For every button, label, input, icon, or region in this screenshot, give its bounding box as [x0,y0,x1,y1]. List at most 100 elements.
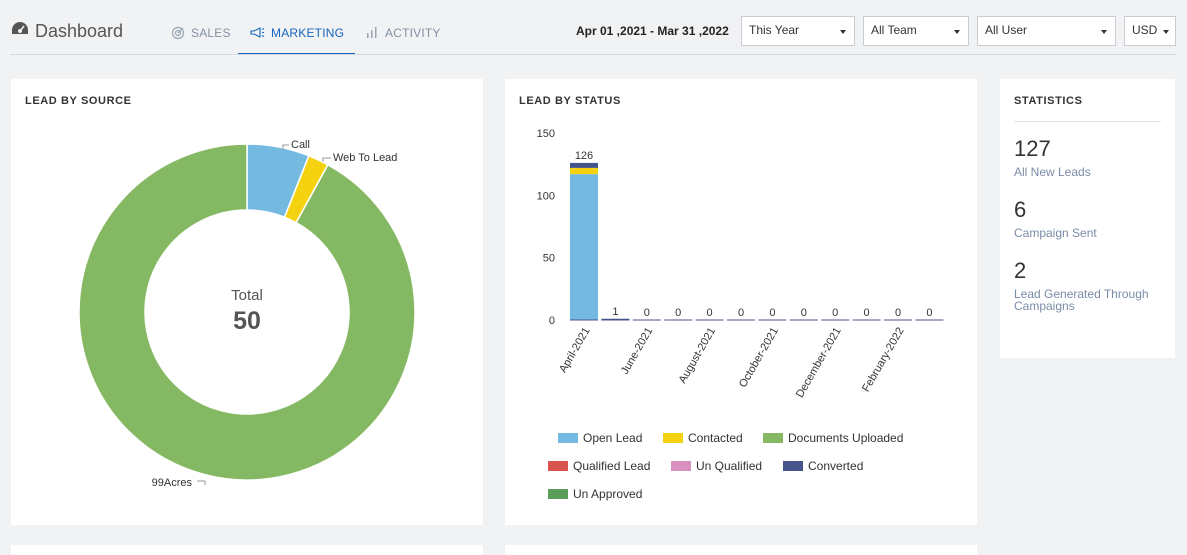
x-tick-label: October-2021 [737,326,781,390]
statistics-card: STATISTICS 127 All New Leads 6 Campaign … [1000,79,1175,358]
user-select[interactable]: All User [977,16,1116,46]
date-range[interactable]: Apr 01 ,2021 - Mar 31 ,2022 [576,24,729,38]
bar-total-label: 0 [895,307,901,319]
donut-slice-label: Web To Lead [333,152,397,164]
legend-swatch [671,461,691,471]
card-title: LEAD BY STATUS [519,95,621,107]
legend-item-un-qualified[interactable]: Un Qualified [671,459,762,473]
bar-total-label: 0 [769,307,775,319]
legend-label: Un Approved [573,487,643,501]
legend-label: Contacted [688,431,743,445]
bar-total-label: 126 [575,150,593,162]
donut-label-leader [282,144,289,149]
legend-label: Qualified Lead [573,459,651,473]
bar-segment-contacted[interactable] [570,167,598,175]
bar-total-label: 0 [832,307,838,319]
legend-item-qualified-lead[interactable]: Qualified Lead [548,459,650,473]
x-tick-label: April-2021 [557,326,592,375]
donut-label-leader [197,480,206,485]
dashboard-gauge-icon [11,21,29,42]
tab-label: SALES [191,26,231,40]
tab-sales[interactable]: SALES [171,26,231,55]
y-tick-label: 50 [543,253,555,265]
x-tick-label: February-2022 [860,326,906,394]
legend-swatch [558,433,578,443]
donut-center-value: 50 [233,307,261,335]
donut-slice-99acres[interactable] [78,143,416,481]
chevron-down-icon [1101,30,1107,34]
x-tick-label: December-2021 [794,326,844,400]
team-select[interactable]: All Team [863,16,969,46]
megaphone-icon [250,26,265,42]
legend-label: Converted [808,459,864,473]
legend-swatch [663,433,683,443]
stat-label[interactable]: Lead Generated Through Campaigns [1014,287,1149,313]
period-select[interactable]: This Year [741,16,855,46]
bar-segment-converted[interactable] [601,318,630,320]
tab-label: MARKETING [271,26,345,40]
brand: Dashboard [11,21,123,42]
bar-total-label: 0 [864,307,870,319]
y-tick-label: 100 [537,190,555,202]
bar-total-label: 0 [675,307,681,319]
select-value: USD [1132,23,1158,37]
legend-label: Un Qualified [696,459,763,473]
chevron-down-icon [840,30,846,34]
select-value: All User [985,23,1028,37]
currency-select[interactable]: USD [1124,16,1176,46]
chevron-down-icon [1163,30,1169,34]
legend-swatch [763,433,783,443]
x-tick-label: August-2021 [677,326,719,386]
donut-slice-label: Call [291,139,310,151]
stat-label[interactable]: Campaign Sent [1014,226,1097,240]
bar-total-label: 0 [738,307,744,319]
target-icon [171,26,185,43]
bar-chart-icon [366,26,379,42]
donut-chart: Call Web To Lead 99Acres Total 50 [78,139,416,489]
legend-label: Open Lead [583,431,643,445]
legend-swatch [783,461,803,471]
lower-card [505,545,977,555]
divider [1014,121,1161,122]
bar-total-label: 0 [707,307,713,319]
legend-item-documents-uploaded[interactable]: Documents Uploaded [763,431,903,445]
y-tick-label: 0 [549,315,555,327]
tab-activity[interactable]: ACTIVITY [366,26,446,55]
legend-item-contacted[interactable]: Contacted [663,431,743,445]
bar-chart: 0 50 100 150 126 April-2021 1 0 June-2021 0 0 Augus… [537,128,944,400]
select-value: All Team [871,23,917,37]
donut-center-label: Total [231,287,263,304]
legend-item-converted[interactable]: Converted [783,459,863,473]
chevron-down-icon [954,30,960,34]
donut-slice-label: 99Acres [152,477,193,489]
lower-card [11,545,483,555]
bar-total-label: 0 [644,307,650,319]
stat-label[interactable]: All New Leads [1014,165,1091,179]
tab-label: ACTIVITY [385,26,441,40]
lead-by-status-card: LEAD BY STATUS 0 50 100 150 126 April-2021 1 0 J… [505,79,977,525]
legend-item-open-lead[interactable]: Open Lead [558,431,642,445]
legend-swatch [548,489,568,499]
select-value: This Year [749,23,800,37]
top-bar: Dashboard SALES MARKETING ACTIVITY Apr 0… [0,0,1187,55]
bar-total-label: 0 [801,307,807,319]
page-title: Dashboard [35,21,124,41]
bar-segment-open-lead[interactable] [570,174,598,320]
tab-marketing[interactable]: MARKETING [238,26,355,55]
bar-segment-converted[interactable] [570,162,598,168]
card-title: LEAD BY SOURCE [25,95,132,107]
bar-total-label: 1 [612,306,618,318]
bar-total-label: 0 [926,307,932,319]
legend-label: Documents Uploaded [788,431,904,445]
header-divider [10,54,1177,55]
y-tick-label: 150 [537,128,555,140]
stat-value: 127 [1014,136,1051,161]
stat-value: 2 [1014,258,1027,283]
legend-swatch [548,461,568,471]
x-tick-label: June-2021 [619,326,655,377]
lead-by-source-card: LEAD BY SOURCE Call Web To Lead 99Acres To… [11,79,483,525]
donut-label-leader [322,157,331,162]
card-title: STATISTICS [1014,95,1083,107]
legend-item-un-approved[interactable]: Un Approved [548,487,642,501]
stat-value: 6 [1014,197,1027,222]
